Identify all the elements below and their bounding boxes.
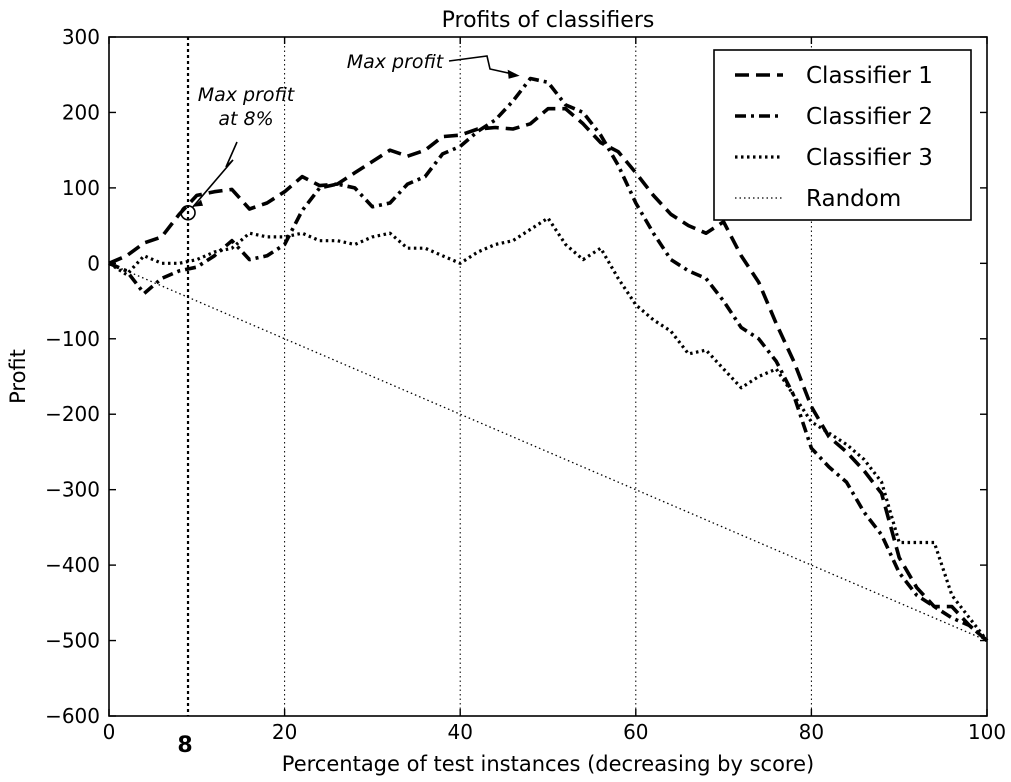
annotation-arrow xyxy=(448,55,516,76)
y-axis-title: Profit xyxy=(6,349,30,404)
y-tick-label: 200 xyxy=(62,100,100,124)
x-tick-label: 100 xyxy=(968,720,1006,744)
annotation-arrowhead xyxy=(193,199,204,207)
annotation-max-profit-8: Max profit xyxy=(198,84,296,106)
plot-frame xyxy=(108,36,988,717)
y-tick-label: −200 xyxy=(45,402,100,426)
annotation-arrow xyxy=(192,141,238,208)
x-tick-label: 60 xyxy=(623,720,648,744)
y-tick-label: −400 xyxy=(45,553,100,577)
random-series-layer xyxy=(108,262,988,642)
axis-ticks: 0 20 40 60 80 100 300 200 100 0 −100 −200 −300 −400 −5… xyxy=(45,25,1006,744)
x-tick-label: 40 xyxy=(447,720,472,744)
annotation-max-profit: Max profit xyxy=(347,51,445,73)
cutoff-label: 8 xyxy=(177,733,192,758)
series-layer xyxy=(108,76,989,642)
legend: Classifier 1 Classifier 2 Classifier 3 Rand… xyxy=(713,49,972,221)
y-tick-label: 0 xyxy=(87,251,100,275)
annotation-arrowhead xyxy=(507,69,520,79)
max-profit-marker xyxy=(180,204,196,221)
y-tick-label: 300 xyxy=(62,25,100,49)
legend-label-classifier-3: Classifier 3 xyxy=(806,145,933,171)
y-tick-label: −100 xyxy=(45,327,100,351)
y-tick-label: −500 xyxy=(45,629,100,653)
x-tick-label: 80 xyxy=(799,720,824,744)
y-tick-label: 100 xyxy=(62,176,100,200)
annotation-max-profit-8: at 8% xyxy=(218,108,273,130)
legend-label-classifier-1: Classifier 1 xyxy=(806,63,933,89)
chart-title: Profits of classifiers xyxy=(442,8,655,33)
series-line-classifier-1 xyxy=(108,106,989,642)
series-line-random xyxy=(108,262,988,642)
y-tick-label: −300 xyxy=(45,478,100,502)
x-tick-label: 0 xyxy=(103,720,116,744)
legend-label-classifier-2: Classifier 2 xyxy=(806,104,933,130)
y-tick-label: −600 xyxy=(45,704,100,728)
x-tick-label: 20 xyxy=(272,720,297,744)
series-line-classifier-3 xyxy=(108,216,989,642)
legend-box xyxy=(713,49,972,221)
legend-label-random: Random xyxy=(806,186,901,212)
cutoff-layer: 8 xyxy=(177,37,193,758)
x-axis-title: Percentage of test instances (decreasing… xyxy=(282,752,814,776)
